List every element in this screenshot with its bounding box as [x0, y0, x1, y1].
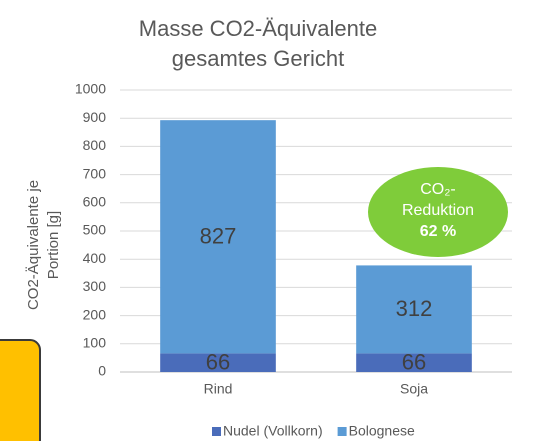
y-tick-label: 600 [83, 194, 107, 210]
chart-title: Masse CO2-Äquivalente [139, 16, 377, 41]
y-tick-label: 300 [83, 278, 107, 294]
annotation-bubble [368, 167, 508, 257]
side-box [0, 339, 41, 441]
bar-segment [160, 353, 276, 372]
y-axis-title: CO2-Äquivalente je Portion [g] [25, 180, 62, 310]
y-tick-label: 200 [83, 306, 107, 322]
bar-segment [356, 265, 472, 354]
y-tick-label: 100 [83, 335, 107, 351]
y-axis-title-line: CO2-Äquivalente je [25, 180, 42, 310]
y-tick-label: 700 [83, 165, 107, 181]
chart-title: gesamtes Gericht [172, 46, 344, 71]
legend-label: Nudel (Vollkorn) [223, 423, 323, 439]
annotation-text: CO₂- [420, 181, 456, 198]
y-tick-label: 400 [83, 250, 107, 266]
legend-swatch [337, 427, 347, 436]
data-label: 827 [200, 224, 237, 249]
data-label: 312 [396, 296, 433, 321]
y-tick-label: 0 [98, 363, 106, 379]
x-tick-label: Rind [204, 381, 233, 397]
bar-segment [356, 353, 472, 372]
x-tick-label: Soja [400, 381, 428, 397]
legend-label: Bolognese [349, 423, 415, 439]
legend-swatch [212, 427, 221, 436]
data-label: 66 [402, 350, 426, 375]
y-tick-label: 500 [83, 222, 107, 238]
annotation-text: 62 % [420, 223, 456, 240]
y-axis-title-line: Portion [g] [45, 211, 62, 279]
bar-segment [160, 120, 276, 354]
y-tick-label: 900 [83, 109, 107, 125]
annotation-text: Reduktion [402, 202, 474, 219]
y-tick-label: 800 [83, 137, 107, 153]
y-tick-label: 1000 [75, 81, 106, 97]
data-label: 66 [206, 350, 230, 375]
